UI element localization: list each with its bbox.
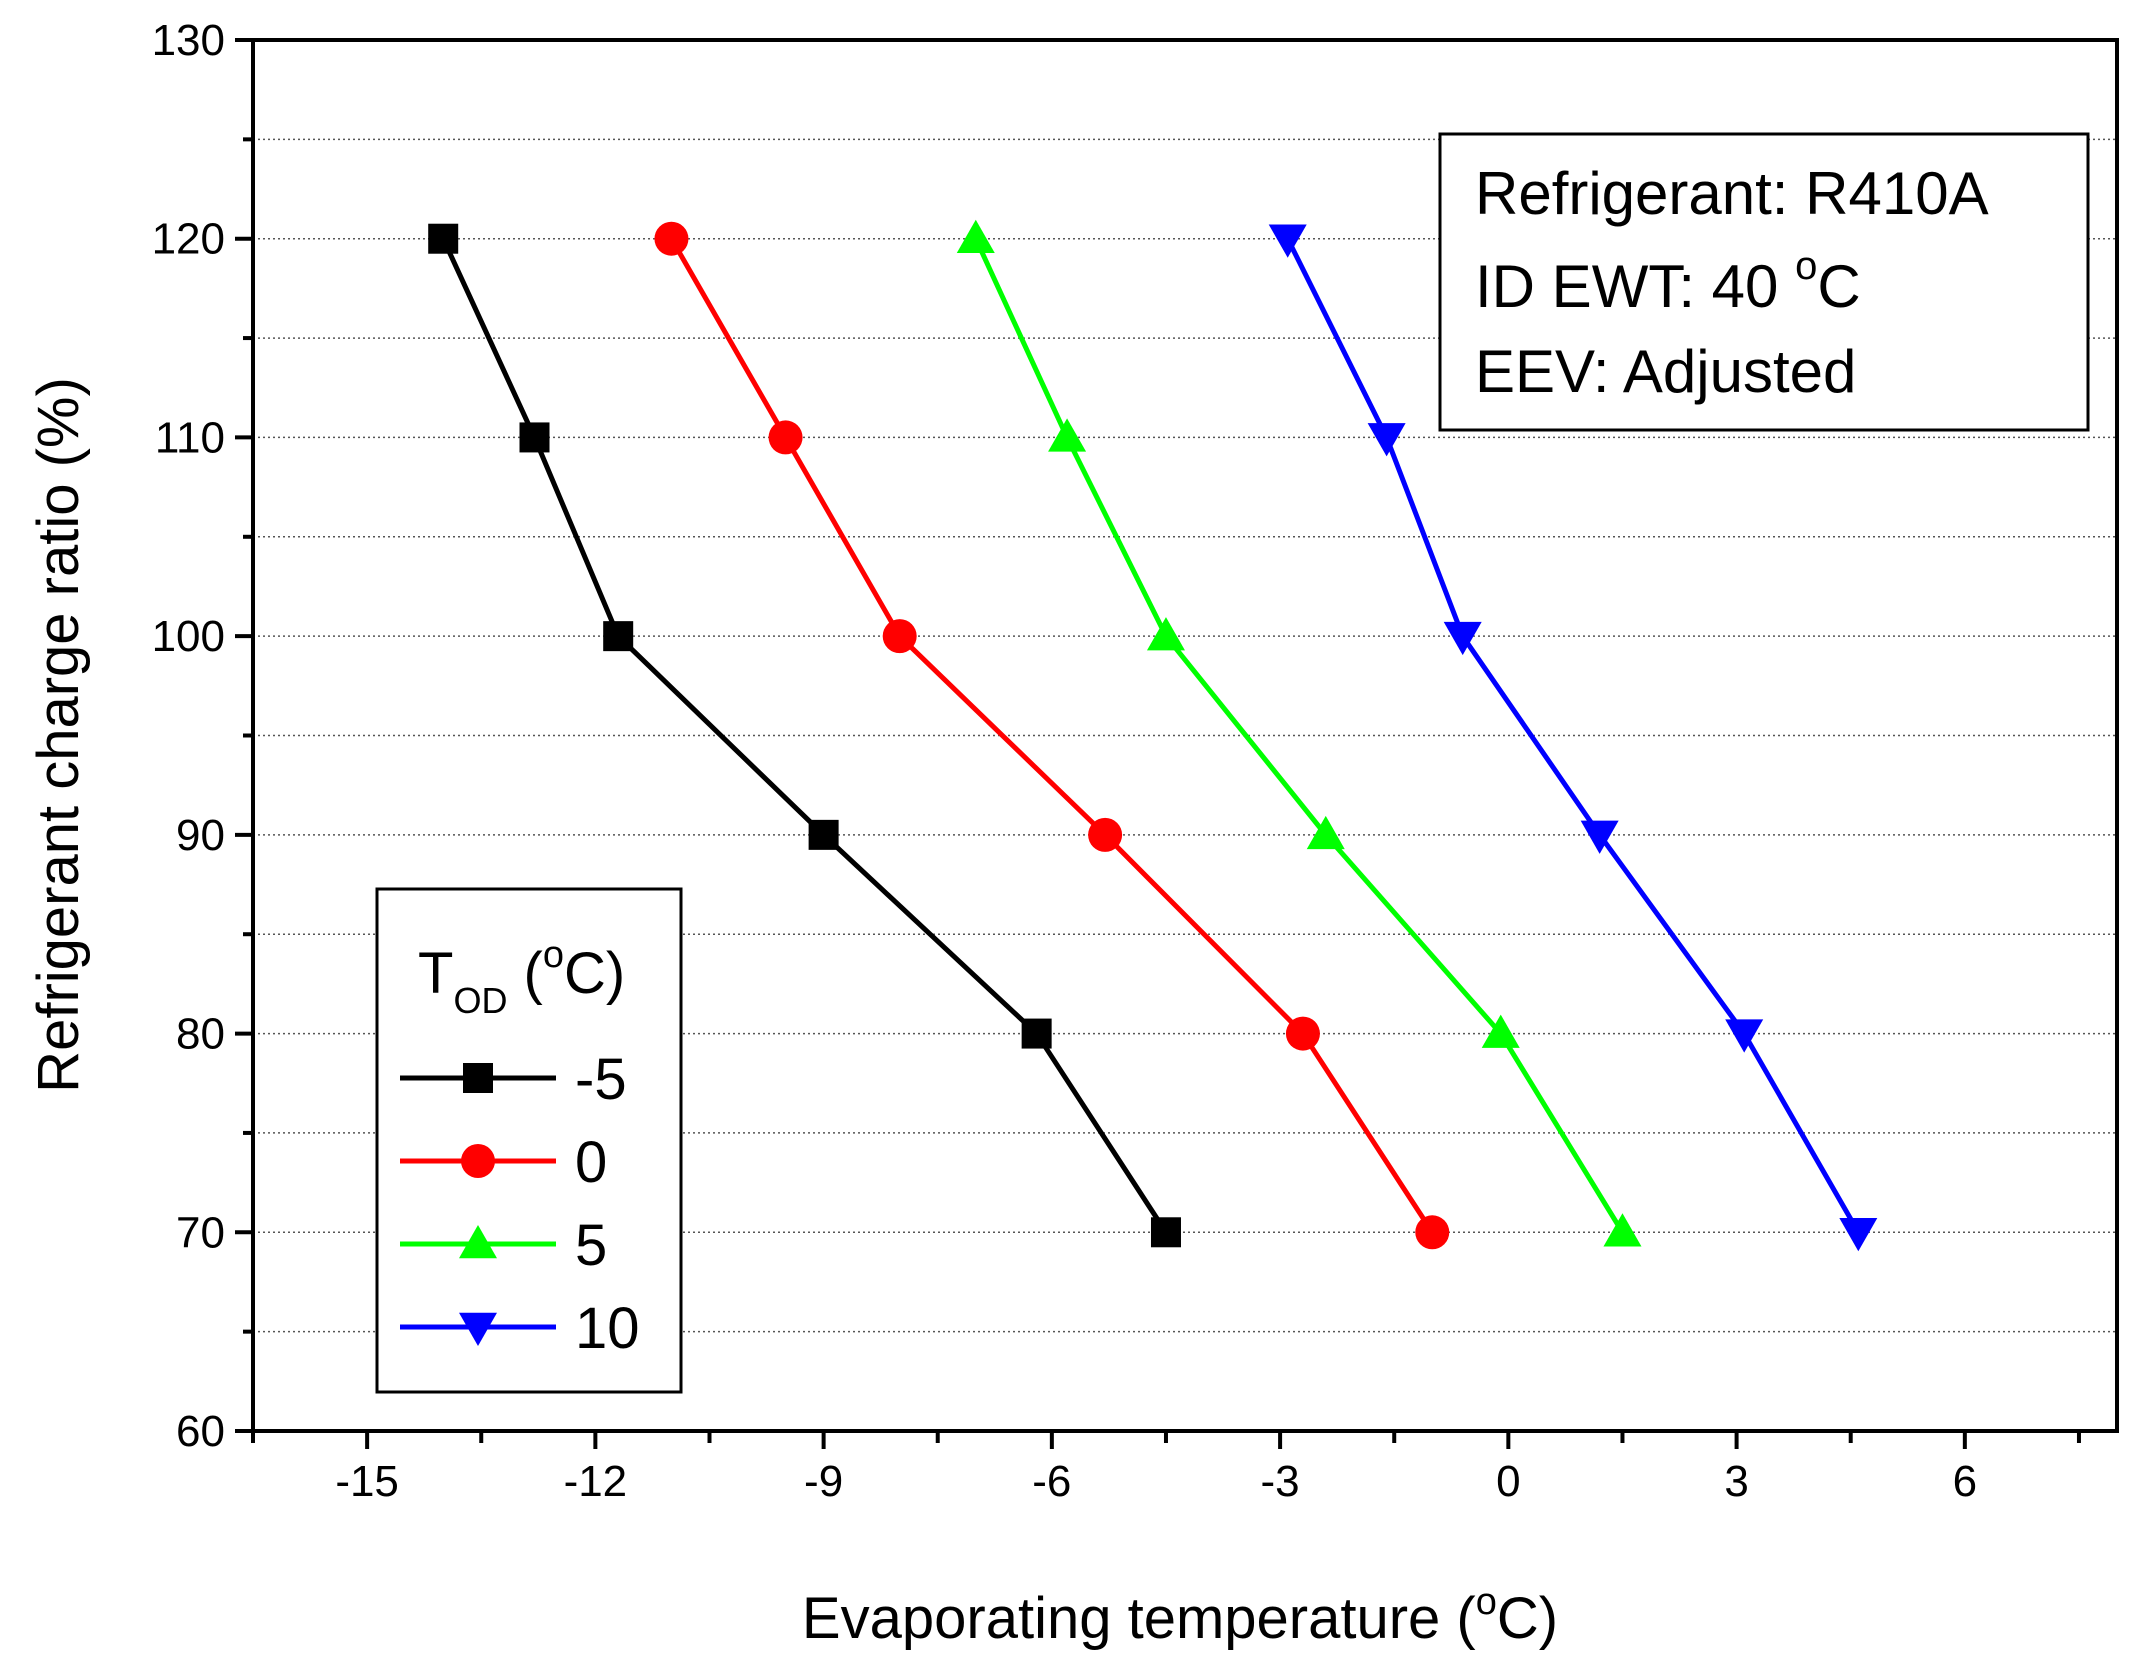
- y-tick-label: 120: [152, 215, 225, 264]
- data-point: [1146, 617, 1185, 651]
- series-line: [1285, 237, 1861, 1234]
- series-line: [973, 237, 1625, 1234]
- data-point: [768, 420, 803, 455]
- legend-entry--5: -5: [400, 1047, 627, 1112]
- x-tick-label: 0: [1496, 1457, 1520, 1506]
- legend-entry-5: 5: [400, 1213, 607, 1278]
- x-tick-label: -6: [1032, 1457, 1071, 1506]
- series-group: [428, 219, 1878, 1252]
- info-line-ewt: ID EWT: 40 oC: [1475, 244, 1861, 320]
- data-point: [428, 223, 459, 254]
- data-point: [1603, 1213, 1642, 1247]
- x-tick-label: 6: [1953, 1457, 1977, 1506]
- series--5: [428, 223, 1181, 1248]
- info-line-eev: EEV: Adjusted: [1475, 338, 1856, 405]
- data-point: [1021, 1018, 1052, 1049]
- data-point: [1580, 820, 1619, 854]
- legend-marker: [459, 1312, 497, 1346]
- series-5: [956, 219, 1642, 1247]
- data-point: [1725, 1019, 1764, 1053]
- y-tick-label: 90: [176, 811, 225, 860]
- info-line-refrigerant: Refrigerant: R410A: [1475, 160, 1989, 227]
- data-point: [1268, 224, 1307, 258]
- data-point: [1367, 423, 1406, 457]
- x-tick-label: -3: [1261, 1457, 1300, 1506]
- x-tick-label: 3: [1724, 1457, 1748, 1506]
- y-tick-label: 70: [176, 1208, 225, 1257]
- legend-label: 5: [575, 1213, 607, 1278]
- data-point: [1306, 815, 1345, 850]
- x-tick-label: -12: [564, 1457, 628, 1506]
- legend-label: 0: [575, 1130, 607, 1195]
- y-tick-label: 100: [152, 612, 225, 661]
- y-tick-label: 110: [155, 413, 225, 462]
- series-0: [654, 221, 1450, 1250]
- legend-label: 10: [575, 1296, 640, 1361]
- x-tick-label: -15: [335, 1457, 399, 1506]
- legend-title: TOD (oC): [418, 934, 625, 1021]
- plot-frame: [251, 38, 2119, 1433]
- data-point: [1048, 418, 1087, 452]
- data-point: [808, 819, 839, 850]
- data-point: [1839, 1218, 1878, 1252]
- legend-marker: [459, 1225, 497, 1259]
- legend-entry-10: 10: [400, 1296, 640, 1361]
- info-box: Refrigerant: R410A ID EWT: 40 oC EEV: Ad…: [1438, 132, 2090, 432]
- data-point: [882, 619, 917, 654]
- series-line: [669, 237, 1435, 1234]
- legend-label: -5: [575, 1047, 627, 1112]
- x-axis-title: Evaporating temperature (oC): [802, 1581, 1558, 1651]
- y-axis-title: Refrigerant charge ratio (%): [26, 377, 91, 1093]
- data-point: [603, 621, 634, 652]
- series-line: [440, 237, 1169, 1234]
- legend: TOD (oC) -5 0 5 10: [375, 887, 683, 1394]
- data-point: [956, 219, 995, 253]
- legend-entry-0: 0: [400, 1130, 607, 1195]
- legend-marker: [463, 1063, 493, 1093]
- y-tick-label: 60: [176, 1407, 225, 1456]
- data-point: [1088, 817, 1123, 852]
- data-point: [1150, 1217, 1181, 1248]
- data-point: [654, 221, 689, 256]
- data-point: [1415, 1215, 1450, 1250]
- data-point: [519, 422, 550, 453]
- y-tick-label: 130: [152, 16, 225, 65]
- data-point: [1285, 1016, 1320, 1051]
- y-tick-label: 80: [176, 1010, 225, 1059]
- data-point: [1443, 621, 1482, 656]
- x-tick-label: -9: [804, 1457, 843, 1506]
- data-point: [1481, 1014, 1520, 1048]
- series-10: [1268, 224, 1878, 1252]
- legend-marker: [461, 1144, 495, 1178]
